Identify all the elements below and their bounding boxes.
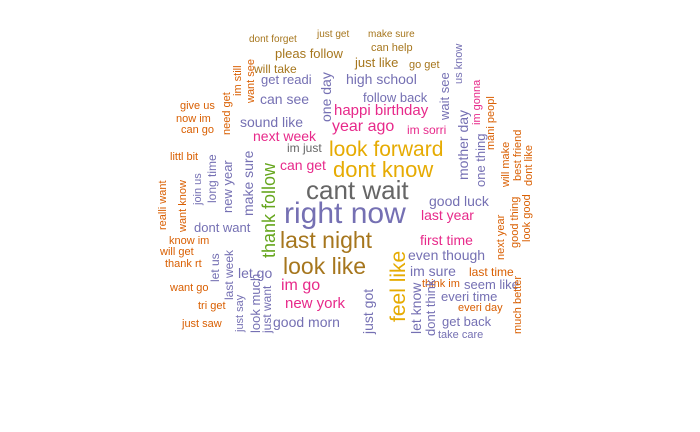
word-everi-day: everi day [458,302,503,314]
word-will-take: will take [254,62,297,76]
word-just-saw: just saw [182,318,222,330]
word-high-school: high school [346,71,417,87]
word-get-back: get back [442,314,492,329]
word-look-forward: look forward [329,138,444,161]
word-pleas-follow: pleas follow [275,46,343,61]
word-us-know: us know [453,43,465,84]
word-need-get: need get [221,92,233,135]
word-let-go: let go [238,265,273,281]
word-good-luck: good luck [429,193,489,209]
word-happi-birthday: happi birthday [334,102,429,119]
word-just-want: just want [260,285,274,333]
word-wait-see: wait see [437,72,452,120]
word-thank-rt: thank rt [165,258,202,270]
word-im-go: im go [281,277,321,294]
word-im-still: im still [232,65,244,96]
word-want-know: want know [177,180,189,232]
word-im-sure: im sure [410,263,456,279]
word-dont-know: dont know [333,157,434,182]
word-im-sorri: im sorri [407,123,447,137]
word-new-york: new york [285,295,346,312]
word-im-just: im just [287,141,322,155]
word-dont-forget: dont forget [249,34,297,45]
word-last-night: last night [280,227,373,253]
word-even-though: even though [408,247,486,263]
word-littl-bit: littl bit [170,151,199,163]
word-seem-like: seem like [464,277,519,292]
word-new-year: new year [220,160,235,213]
word-can-get: can get [280,157,326,173]
word-next-year: next year [495,214,507,260]
word-im-gonna: im gonna [471,79,483,125]
word-can-see: can see [260,91,310,107]
word-go-get: go get [409,59,440,71]
word-first-time: first time [420,232,473,248]
word-just-got: just got [360,288,376,334]
word-mani-peopl: mani peopl [485,96,497,150]
word-feel-like: feel like [387,250,410,322]
word-mother-day: mother day [455,109,471,180]
word-dont-think: dont think [423,279,438,336]
word-next-week: next week [253,128,317,144]
word-cant-wait: cant wait [306,175,409,205]
word-let-us: let us [208,253,222,282]
word-want-go: want go [170,282,209,294]
word-think-im: think im [422,278,460,290]
word-good-morn: good morn [273,314,340,330]
word-dont-like: dont like [523,145,535,186]
word-look-good: look good [521,194,533,242]
word-last-year: last year [421,207,474,223]
word-long-time: long time [205,154,219,203]
word-follow-back: follow back [363,90,428,105]
word-much-better: much better [512,275,524,334]
word-tri-get: tri get [198,300,226,312]
word-look-like: look like [283,253,367,279]
word-just-like: just like [355,55,399,70]
word-take-care: take care [438,329,484,341]
word-know-im: know im [169,235,210,247]
word-make-sure: make sure [240,150,256,216]
word-last-week: last week [222,249,236,300]
word-can-go: can go [181,124,215,136]
word-thank-follow: thank follow [259,162,279,258]
word-give-us: give us [180,100,215,112]
word-right-now: right now [284,197,406,230]
word-good-thing: good thing [509,196,521,248]
word-sound-like: sound like [240,114,304,130]
word-one-day: one day [318,72,334,122]
word-can-help: can help [371,42,413,54]
word-year-ago: year ago [332,118,395,135]
word-just-say: just say [234,294,246,332]
word-get-readi: get readi [261,72,312,87]
word-want-see: want see [245,58,257,103]
word-let-know: let know [408,282,424,334]
word-just-get: just get [317,29,350,40]
word-will-get: will get [160,246,194,258]
word-now-im: now im [176,113,211,125]
word-realli-want: realli want [157,180,169,230]
word-join-us: join us [192,173,204,205]
word-everi-time: everi time [441,289,498,304]
word-will-make: will make [500,141,512,187]
word-dont-want: dont want [194,220,251,235]
word-last-time: last time [469,265,514,279]
word-make-sure-top: make sure [368,29,415,40]
